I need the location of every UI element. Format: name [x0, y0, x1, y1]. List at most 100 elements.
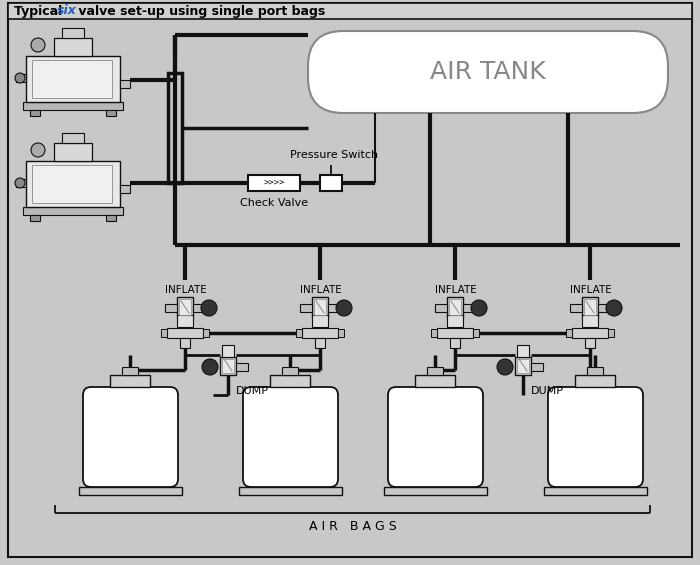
Bar	[248, 175, 300, 191]
Text: DUMP: DUMP	[531, 386, 564, 396]
Bar	[54, 143, 92, 161]
FancyBboxPatch shape	[308, 31, 668, 113]
Bar	[582, 297, 598, 317]
Circle shape	[31, 38, 45, 52]
Bar	[517, 359, 529, 373]
Circle shape	[201, 300, 217, 316]
FancyBboxPatch shape	[388, 387, 483, 487]
Bar	[30, 215, 40, 221]
Bar	[161, 329, 167, 337]
Text: DUMP: DUMP	[236, 386, 269, 396]
Text: INFLATE: INFLATE	[300, 285, 342, 295]
Bar	[584, 299, 596, 315]
Bar	[315, 338, 325, 348]
Bar	[302, 328, 338, 338]
Bar	[587, 367, 603, 375]
Circle shape	[606, 300, 622, 316]
Bar	[312, 297, 328, 317]
Bar	[16, 74, 26, 82]
Bar	[427, 367, 443, 375]
Text: INFLATE: INFLATE	[165, 285, 206, 295]
Bar	[544, 487, 647, 495]
Text: >>>>: >>>>	[263, 179, 285, 188]
Bar	[566, 329, 572, 337]
Text: six: six	[57, 5, 77, 18]
Bar	[23, 102, 123, 110]
Circle shape	[15, 73, 25, 83]
Bar	[177, 297, 193, 317]
Bar	[32, 60, 112, 98]
Bar	[167, 328, 203, 338]
Bar	[79, 487, 182, 495]
Bar	[220, 357, 236, 375]
Bar	[449, 299, 461, 315]
Text: AIR TANK: AIR TANK	[430, 60, 546, 84]
Bar	[338, 329, 344, 337]
FancyBboxPatch shape	[548, 387, 643, 487]
Bar	[598, 304, 612, 312]
Bar	[222, 345, 234, 357]
Bar	[328, 304, 342, 312]
Bar	[570, 304, 582, 312]
Bar	[30, 110, 40, 116]
Bar	[314, 299, 326, 315]
Bar	[239, 487, 342, 495]
Bar	[8, 3, 692, 19]
Circle shape	[497, 359, 513, 375]
Bar	[168, 73, 182, 183]
Bar	[106, 110, 116, 116]
Bar	[120, 80, 130, 88]
Text: Typical: Typical	[14, 5, 66, 18]
Bar	[193, 304, 207, 312]
Bar	[531, 363, 543, 371]
Bar	[54, 38, 92, 56]
Bar	[473, 329, 479, 337]
Bar	[23, 207, 123, 215]
Bar	[165, 304, 177, 312]
Bar	[110, 375, 150, 387]
Circle shape	[15, 178, 25, 188]
Circle shape	[471, 300, 487, 316]
Bar	[179, 299, 191, 315]
Bar	[585, 338, 595, 348]
Bar	[222, 359, 234, 373]
Bar	[575, 375, 615, 387]
Bar	[437, 328, 473, 338]
Text: Pressure Switch: Pressure Switch	[290, 150, 378, 160]
Bar	[447, 315, 463, 327]
Bar	[582, 315, 598, 327]
Bar	[32, 165, 112, 203]
FancyBboxPatch shape	[243, 387, 338, 487]
Bar	[463, 304, 477, 312]
Bar	[517, 345, 529, 357]
Bar	[26, 56, 120, 102]
Text: Check Valve: Check Valve	[240, 198, 308, 208]
Bar	[312, 315, 328, 327]
Bar	[203, 329, 209, 337]
Bar	[447, 297, 463, 317]
Text: A I R   B A G S: A I R B A G S	[309, 520, 396, 533]
Bar	[62, 28, 84, 38]
Bar	[270, 375, 310, 387]
Bar	[450, 338, 460, 348]
Bar	[415, 375, 455, 387]
Bar	[122, 367, 138, 375]
Text: valve set-up using single port bags: valve set-up using single port bags	[74, 5, 326, 18]
Bar	[106, 215, 116, 221]
Bar	[177, 315, 193, 327]
Bar	[62, 133, 84, 143]
FancyBboxPatch shape	[83, 387, 178, 487]
Circle shape	[31, 143, 45, 157]
Bar	[26, 161, 120, 207]
Bar	[120, 185, 130, 193]
Bar	[296, 329, 302, 337]
Circle shape	[202, 359, 218, 375]
Bar	[572, 328, 608, 338]
Bar	[320, 175, 342, 191]
Bar	[431, 329, 437, 337]
Text: INFLATE: INFLATE	[570, 285, 612, 295]
Bar	[16, 179, 26, 187]
Bar	[435, 304, 447, 312]
Bar	[384, 487, 487, 495]
Circle shape	[336, 300, 352, 316]
